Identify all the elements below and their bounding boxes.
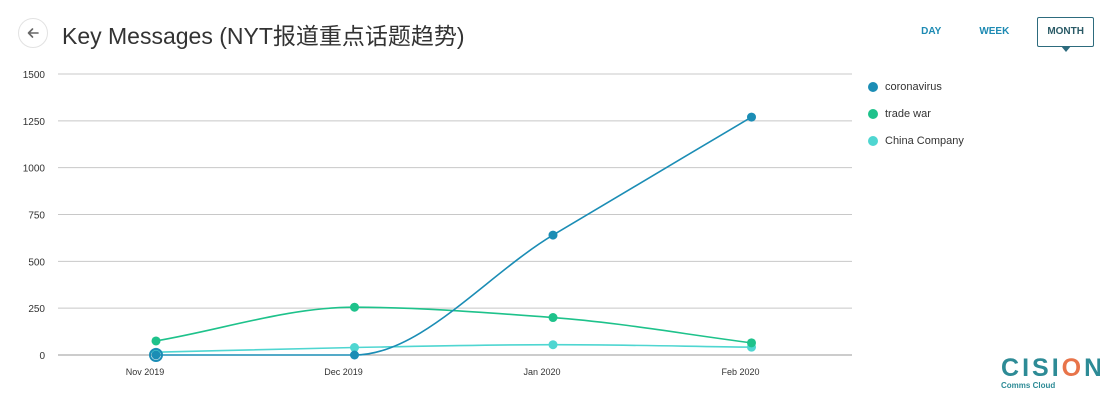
data-point-coronavirus [747,112,756,122]
page-title: Key Messages (NYT报道重点话题趋势) [62,23,465,49]
legend-label: coronavirus [885,80,942,93]
y-tick-label: 500 [28,257,45,268]
data-point-trade-war [350,302,359,312]
hover-marker [149,348,163,362]
data-point-coronavirus [350,350,359,360]
data-point-trade-war [747,338,756,348]
logo-subtext: Comms Cloud [1001,381,1056,390]
data-point-trade-war [548,313,558,323]
chart-legend: coronavirus trade war China Company [868,80,964,161]
legend-item-coronavirus[interactable]: coronavirus [868,80,964,93]
tab-week[interactable]: WEEK [979,26,1010,37]
y-tick-label: 1000 [23,164,46,175]
legend-label: trade war [885,107,931,120]
legend-item-trade-war[interactable]: trade war [868,107,964,120]
series-line-trade-war [155,306,752,344]
series-line-china-company [155,343,752,353]
series-line-coronavirus [156,116,752,356]
data-point-china-company [350,343,359,353]
x-tick-label: Nov 2019 [126,367,165,377]
tab-month[interactable]: MONTH [1037,17,1094,52]
x-tick-label: Feb 2020 [721,367,759,377]
y-tick-label: 250 [28,304,45,315]
x-tick-label: Jan 2020 [523,367,560,377]
x-tick-label: Dec 2019 [324,367,363,377]
data-point-coronavirus [548,230,558,240]
legend-swatch-china-company [868,135,878,146]
logo-wordmark: CISION [1001,354,1100,382]
legend-swatch-trade-war [868,108,878,119]
y-tick-label: 1250 [23,117,46,128]
tab-day[interactable]: DAY [921,26,942,37]
y-tick-label: 0 [39,351,45,362]
back-button[interactable] [18,18,48,48]
cision-logo: CISION Comms Cloud [1001,354,1100,391]
arrow-left-icon [27,28,39,38]
legend-item-china-company[interactable]: China Company [868,134,964,147]
legend-label: China Company [885,134,964,147]
data-point-trade-war [151,336,161,346]
legend-swatch-coronavirus [868,81,878,92]
line-chart: 0 250 500 750 1000 1250 1500 Nov 2019 Dec 2019 Ja… [23,70,852,377]
y-tick-label: 750 [28,211,45,222]
data-point-china-company [548,340,558,350]
range-tabs: DAY WEEK MONTH [893,17,1094,52]
data-point-coronavirus [151,350,161,360]
y-tick-label: 1500 [23,70,46,81]
